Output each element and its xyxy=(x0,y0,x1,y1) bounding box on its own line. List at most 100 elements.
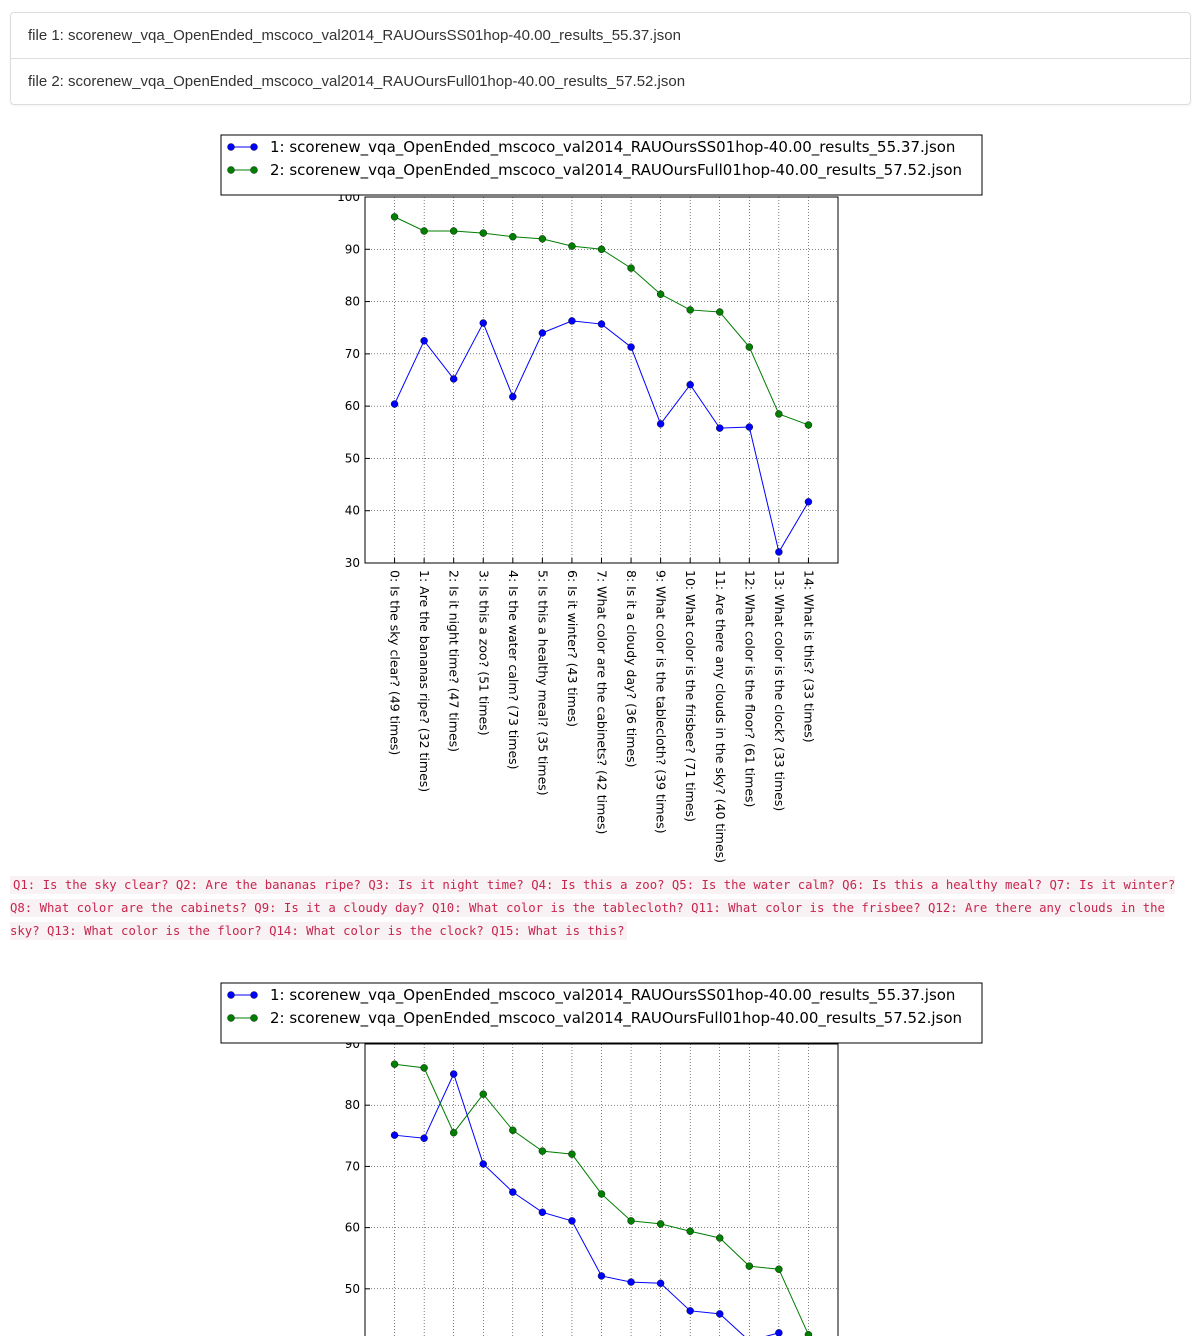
y-tick-label: 50 xyxy=(345,451,360,465)
legend-box xyxy=(220,134,983,196)
point xyxy=(568,1150,576,1158)
point xyxy=(390,400,399,408)
legend-label: 2: scorenew_vqa_OpenEnded_mscoco_val2014… xyxy=(270,161,962,180)
x-tick-label: 6: Is it winter? (43 times) xyxy=(565,570,580,727)
point xyxy=(627,1217,635,1225)
legend-label: 1: scorenew_vqa_OpenEnded_mscoco_val2014… xyxy=(270,986,955,1005)
x-tick-label: 2: Is it night time? (47 times) xyxy=(447,570,462,752)
point xyxy=(597,1190,606,1198)
point xyxy=(449,227,458,235)
point xyxy=(390,1060,399,1068)
questions: Q1: Is the sky clear? Q2: Are the banana… xyxy=(10,874,1195,943)
point xyxy=(716,1310,724,1318)
point xyxy=(538,1208,547,1217)
legend-marker xyxy=(227,991,235,999)
point xyxy=(656,420,665,428)
legend-marker xyxy=(250,166,258,174)
point xyxy=(745,343,754,351)
point xyxy=(420,1134,428,1142)
series-line xyxy=(394,1072,780,1336)
x-tick-label: 13: What color is the clock? (33 times) xyxy=(772,570,787,811)
point xyxy=(449,1129,458,1137)
point xyxy=(804,1331,813,1336)
point xyxy=(538,235,547,243)
legend-marker xyxy=(250,143,258,151)
plot-area xyxy=(365,1044,838,1336)
point xyxy=(627,1278,635,1286)
x-tick-label: 7: What color are the cabinets? (42 time… xyxy=(595,570,610,834)
y-tick-label: 50 xyxy=(345,1282,360,1296)
point xyxy=(686,1227,694,1235)
y-tick-label: 30 xyxy=(345,556,360,570)
legend-marker xyxy=(227,166,235,174)
y-tick-label: 40 xyxy=(345,504,360,518)
point xyxy=(745,423,754,431)
point xyxy=(716,1234,724,1242)
y-tick-label: 70 xyxy=(345,347,360,361)
point xyxy=(568,242,576,250)
point xyxy=(804,421,813,429)
point xyxy=(775,548,783,556)
point xyxy=(804,498,813,506)
point xyxy=(449,1070,458,1078)
legend-marker xyxy=(227,1014,235,1022)
y-tick-label: 90 xyxy=(345,242,360,256)
x-tick-label: 3: Is this a zoo? (51 times) xyxy=(476,570,491,736)
point xyxy=(568,317,576,325)
point xyxy=(509,393,517,401)
legend-marker xyxy=(227,143,235,151)
point xyxy=(745,1262,754,1270)
point xyxy=(420,1064,428,1072)
point xyxy=(509,1126,517,1134)
point xyxy=(449,375,458,383)
point xyxy=(627,264,635,272)
x-tick-label: 14: What is this? (33 times) xyxy=(801,570,816,743)
legend-label: 1: scorenew_vqa_OpenEnded_mscoco_val2014… xyxy=(270,138,955,157)
point xyxy=(390,1131,399,1139)
point xyxy=(656,290,665,298)
point xyxy=(479,1090,487,1098)
file-item[interactable]: file 2: scorenew_vqa_OpenEnded_mscoco_va… xyxy=(11,58,1190,104)
point xyxy=(775,1329,783,1336)
point xyxy=(716,424,724,432)
point xyxy=(568,1217,576,1225)
code: Q1: Is the sky clear? Q2: Are the banana… xyxy=(10,876,1176,940)
point xyxy=(686,381,694,389)
point xyxy=(597,245,606,253)
file-item[interactable]: file 1: scorenew_vqa_OpenEnded_mscoco_va… xyxy=(28,27,681,44)
point xyxy=(716,308,724,316)
point xyxy=(538,1147,547,1155)
point xyxy=(479,229,487,237)
y-tick-label: 60 xyxy=(345,1221,360,1235)
point xyxy=(775,1265,783,1273)
legend-marker xyxy=(250,991,258,999)
point xyxy=(775,410,783,418)
file-list: file 1: scorenew_vqa_OpenEnded_mscoco_va… xyxy=(10,12,1191,105)
x-tick-label: 10: What color is the frisbee? (71 times… xyxy=(683,570,698,822)
x-tick-label: 11: Are there any clouds in the sky? (40… xyxy=(713,570,728,863)
point xyxy=(390,213,399,221)
point xyxy=(420,227,428,235)
y-tick-label: 80 xyxy=(345,1098,360,1112)
point xyxy=(509,1188,517,1196)
x-tick-label: 0: Is the sky clear? (49 times) xyxy=(388,570,403,755)
point xyxy=(656,1279,665,1287)
point xyxy=(538,329,547,337)
x-tick-label: 5: Is this a healthy meal? (35 times) xyxy=(535,570,550,796)
y-tick-label: 60 xyxy=(345,399,360,413)
legend-marker xyxy=(250,1014,258,1022)
legend-box xyxy=(220,982,983,1044)
point xyxy=(686,306,694,314)
point xyxy=(509,233,517,241)
point xyxy=(597,320,606,328)
x-tick-label: 4: Is the water calm? (73 times) xyxy=(506,570,521,770)
point xyxy=(597,1272,606,1280)
point xyxy=(656,1220,665,1228)
point xyxy=(420,337,428,345)
point xyxy=(686,1307,694,1315)
x-tick-label: 1: Are the bananas ripe? (32 times) xyxy=(417,570,432,792)
x-tick-label: 9: What color is the tablecloth? (39 tim… xyxy=(654,570,669,834)
x-tick-label: 8: Is it a cloudy day? (36 times) xyxy=(624,570,639,768)
